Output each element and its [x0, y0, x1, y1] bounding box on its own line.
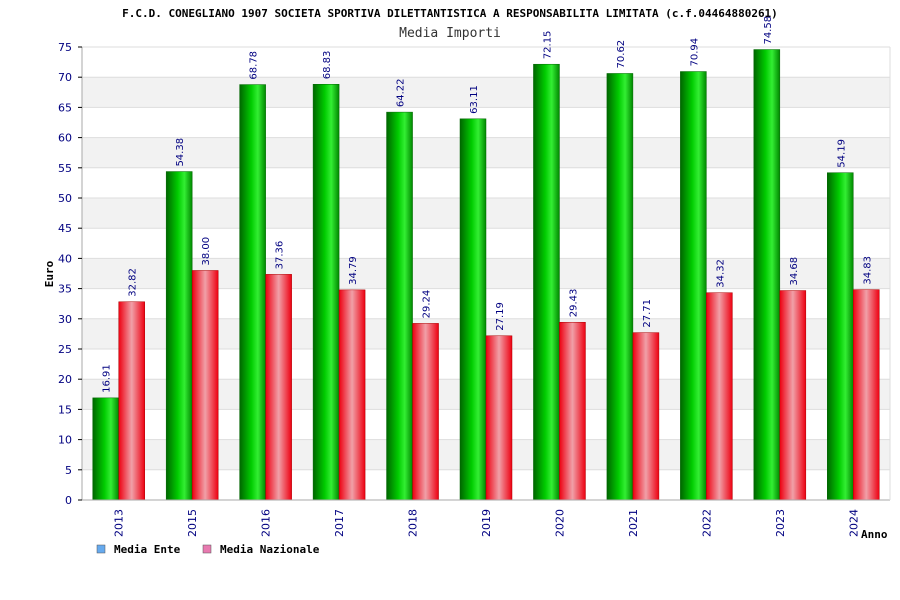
data-label-media-nazionale-2016: 37.36 [275, 241, 286, 270]
x-tick-label: 2018 [407, 509, 420, 537]
data-label-media-ente-2019: 63.11 [469, 85, 480, 114]
bar-media-ente-2023 [753, 49, 781, 501]
bar-media-nazionale-2021 [632, 332, 660, 501]
x-tick-label: 2023 [774, 509, 787, 537]
bar-media-nazionale-2016 [265, 274, 292, 501]
y-tick-label: 10 [58, 434, 72, 447]
y-tick-label: 15 [58, 403, 72, 416]
bar-media-ente-2016 [239, 84, 266, 501]
legend-label-media-nazionale: Media Nazionale [220, 543, 320, 556]
legend: Media Ente Media Nazionale [96, 543, 320, 556]
x-tick-label: 2017 [333, 509, 346, 537]
bar-media-ente-2015 [165, 171, 193, 501]
bar-media-ente-2017 [312, 84, 340, 501]
legend-label-media-ente: Media Ente [114, 543, 181, 556]
data-label-media-nazionale-2015: 38.00 [201, 237, 212, 266]
x-tick-label: 2015 [186, 509, 199, 537]
bar-media-nazionale-2019 [485, 335, 513, 501]
bar-media-ente-2013 [92, 397, 119, 501]
y-tick-label: 35 [58, 283, 72, 296]
data-label-media-ente-2023: 74.58 [763, 16, 774, 45]
bar-media-nazionale-2022 [706, 292, 733, 501]
bar-media-nazionale-2015 [191, 270, 219, 501]
y-tick-label: 75 [58, 41, 72, 54]
x-tick-labels: 2013 2015 2016 2017 2018 2019 2020 2021 2022 2023… [113, 509, 861, 537]
value-labels: 16.91 32.82 54.38 38.00 68.78 37.36 68.83 34.79… [102, 16, 874, 393]
data-label-media-ente-2022: 70.94 [689, 38, 700, 67]
y-tick-label: 30 [58, 313, 72, 326]
data-label-media-nazionale-2013: 32.82 [128, 268, 139, 297]
data-label-media-nazionale-2020: 29.43 [568, 289, 579, 318]
y-tick-label: 55 [58, 162, 72, 175]
y-tick-label: 60 [58, 132, 72, 145]
bar-media-nazionale-2018 [412, 323, 439, 501]
data-label-media-nazionale-2024: 34.83 [862, 256, 873, 285]
data-label-media-nazionale-2018: 29.24 [422, 290, 433, 319]
data-label-media-nazionale-2023: 34.68 [789, 257, 800, 286]
data-label-media-ente-2020: 72.15 [542, 31, 553, 60]
bars [92, 49, 880, 501]
bar-media-nazionale-2023 [779, 290, 807, 501]
bar-media-nazionale-2017 [338, 289, 366, 501]
axes [81, 47, 891, 501]
y-tick-labels: 0 5 10 15 20 25 30 35 40 45 50 55 60 65 70 75 [58, 41, 82, 507]
x-tick-label: 2016 [260, 509, 273, 537]
bar-media-ente-2020 [533, 63, 560, 501]
chart-subtitle: Media Importi [399, 26, 501, 41]
y-tick-label: 20 [58, 373, 72, 386]
x-tick-label: 2024 [847, 509, 860, 537]
bar-media-ente-2019 [459, 118, 487, 501]
y-tick-label: 40 [58, 252, 72, 265]
bar-media-ente-2018 [386, 111, 413, 501]
y-tick-label: 25 [58, 343, 72, 356]
bar-media-nazionale-2024 [853, 289, 880, 501]
data-label-media-ente-2024: 54.19 [836, 139, 847, 168]
y-tick-label: 5 [65, 464, 72, 477]
y-tick-label: 50 [58, 192, 72, 205]
bar-media-nazionale-2013 [118, 301, 145, 501]
y-tick-label: 45 [58, 222, 72, 235]
bar-media-nazionale-2020 [559, 321, 586, 501]
y-axis-label: Euro [43, 260, 56, 287]
data-label-media-ente-2018: 64.22 [396, 78, 407, 107]
bar-media-ente-2021 [606, 73, 634, 501]
chart-title: F.C.D. CONEGLIANO 1907 SOCIETA SPORTIVA … [122, 7, 778, 20]
legend-swatch-media-ente [96, 544, 106, 554]
data-label-media-nazionale-2021: 27.71 [642, 299, 653, 328]
y-tick-label: 0 [65, 494, 72, 507]
y-tick-label: 65 [58, 101, 72, 114]
data-label-media-nazionale-2017: 34.79 [348, 256, 359, 285]
bar-media-ente-2024 [827, 172, 854, 501]
x-tick-label: 2021 [627, 509, 640, 537]
data-label-media-nazionale-2019: 27.19 [495, 302, 506, 331]
data-label-media-nazionale-2022: 34.32 [715, 259, 726, 288]
data-label-media-ente-2013: 16.91 [102, 364, 113, 393]
x-tick-label: 2013 [113, 509, 126, 537]
x-axis-label: Anno [861, 528, 888, 541]
y-tick-label: 70 [58, 71, 72, 84]
data-label-media-ente-2021: 70.62 [616, 40, 627, 69]
data-label-media-ente-2016: 68.78 [249, 51, 260, 80]
bar-media-ente-2022 [680, 71, 707, 501]
x-tick-label: 2020 [553, 509, 566, 537]
x-tick-label: 2019 [480, 509, 493, 537]
legend-swatch-media-nazionale [202, 544, 212, 554]
data-label-media-ente-2017: 68.83 [322, 51, 333, 80]
data-label-media-ente-2015: 54.38 [175, 138, 186, 167]
x-tick-label: 2022 [700, 509, 713, 537]
